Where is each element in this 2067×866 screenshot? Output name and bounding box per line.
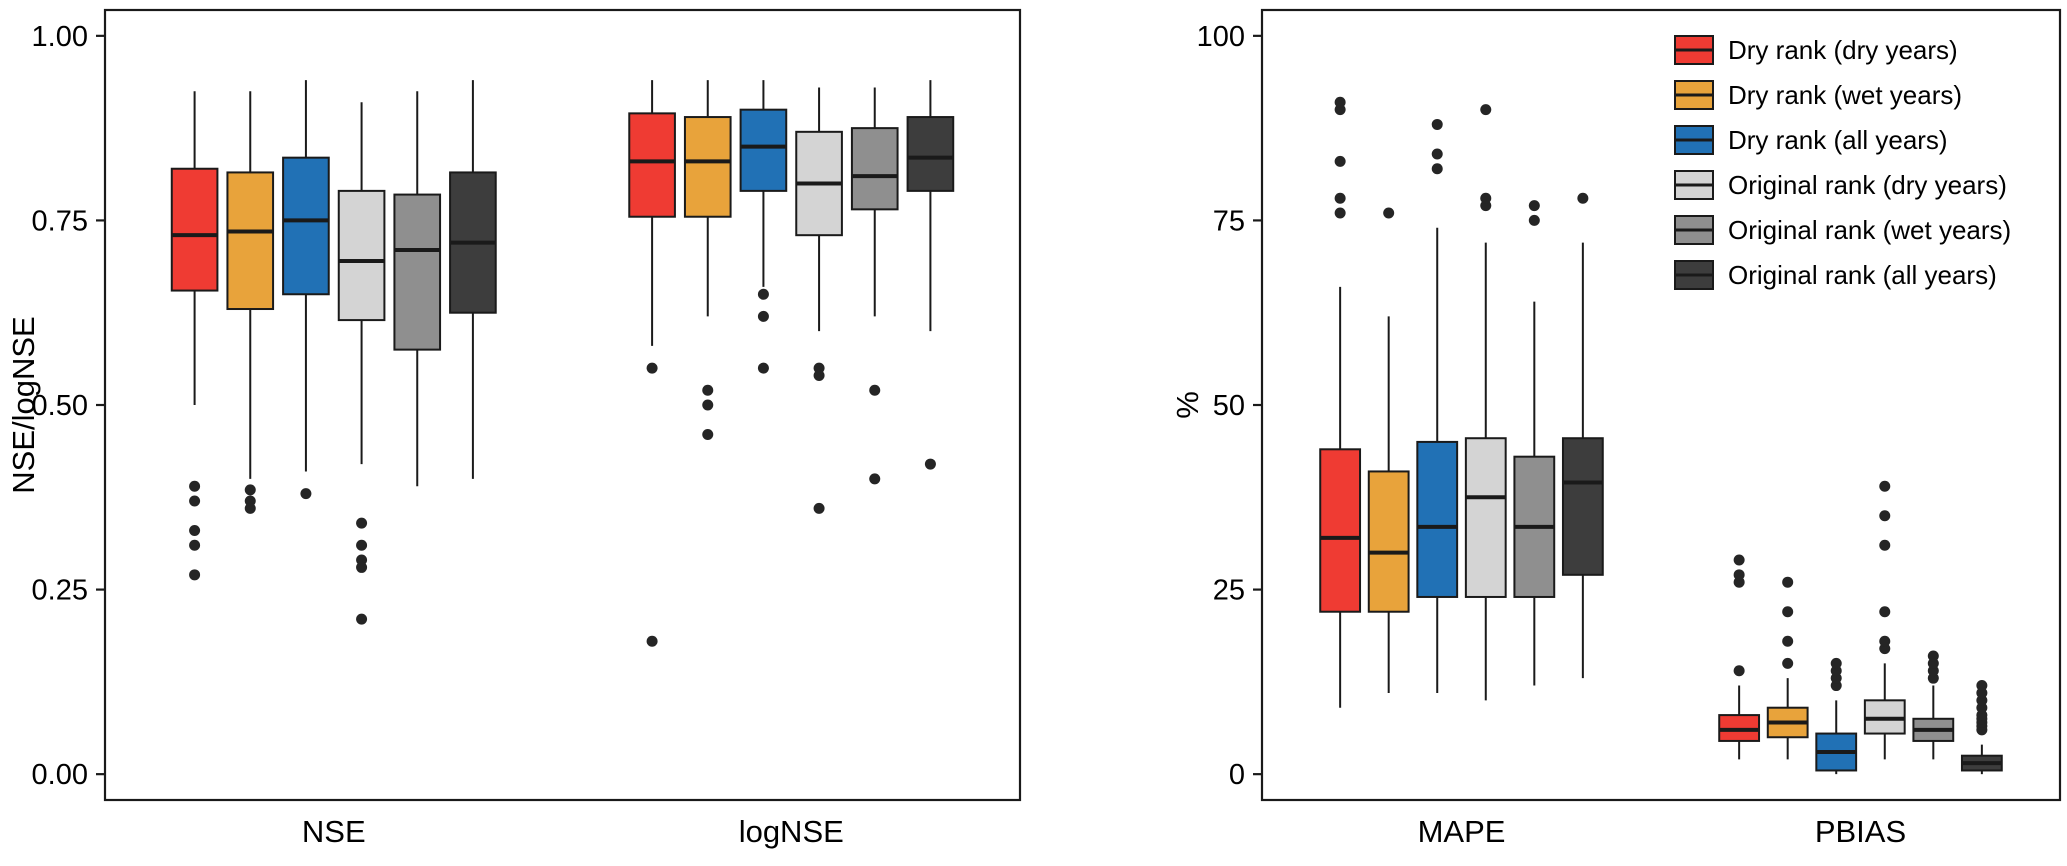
outlier-point <box>757 288 769 300</box>
outlier-point <box>244 502 256 514</box>
outlier-point <box>1431 163 1443 175</box>
outlier-point <box>757 362 769 374</box>
outlier-point <box>1782 657 1794 669</box>
right-chart-svg: 0 25 50 75 100% MAPE PBIAS Dry rank (dry years)… <box>1170 8 2062 849</box>
legend-label: Original rank (all years) <box>1728 260 1997 290</box>
box <box>906 116 955 192</box>
outlier-point <box>244 484 256 496</box>
outlier-point <box>1733 554 1745 566</box>
outlier-point <box>1782 576 1794 588</box>
outlier-point <box>1879 635 1891 647</box>
outlier-point <box>646 635 658 647</box>
legend-label: Dry rank (wet years) <box>1728 80 1962 110</box>
y-tick-label: 1.00 <box>32 21 88 53</box>
outlier-point <box>356 517 368 529</box>
outlier-point <box>1431 148 1443 160</box>
outlier-point <box>1782 635 1794 647</box>
box <box>393 193 442 351</box>
legend-label: Dry rank (dry years) <box>1728 35 1958 65</box>
box <box>1367 470 1410 613</box>
outlier-point <box>702 399 714 411</box>
outlier-point <box>189 569 201 581</box>
outlier-point <box>356 539 368 551</box>
outlier-point <box>924 458 936 470</box>
x-category-label: PBIAS <box>1815 814 1906 849</box>
outlier-point <box>189 480 201 492</box>
outlier-point <box>757 310 769 322</box>
outlier-point <box>646 362 658 374</box>
outlier-point <box>1528 200 1540 212</box>
y-tick-label: 0 <box>1229 759 1245 791</box>
box <box>1416 440 1459 598</box>
y-tick-label: 50 <box>1213 390 1245 422</box>
outlier-point <box>1830 657 1842 669</box>
x-category-label: NSE <box>302 814 366 849</box>
outlier-point <box>702 429 714 441</box>
box <box>850 127 899 211</box>
outlier-point <box>1383 207 1395 219</box>
box <box>683 116 732 218</box>
box <box>628 112 676 218</box>
outlier-point <box>1927 650 1939 662</box>
box <box>337 189 386 322</box>
y-tick-label: 0.00 <box>32 759 88 791</box>
outlier-point <box>869 473 881 485</box>
y-axis-title: NSE/logNSE <box>6 316 41 493</box>
left-panel: 0.00 0.25 0.50 0.75 1.00 NSE/logNSE NSE logNSE <box>6 8 1022 849</box>
left-chart-svg: 0.00 0.25 0.50 0.75 1.00 NSE/logNSE NSE logNSE <box>6 8 1022 849</box>
x-category-label: MAPE <box>1418 814 1506 849</box>
outlier-point <box>1879 510 1891 522</box>
box <box>170 167 219 292</box>
outlier-point <box>1334 207 1346 219</box>
outlier-point <box>869 384 881 396</box>
outlier-point <box>1879 539 1891 551</box>
outlier-point <box>189 495 201 507</box>
outlier-point <box>1879 606 1891 618</box>
outlier-point <box>1334 155 1346 167</box>
outlier-point <box>1733 569 1745 581</box>
right-panel: 0 25 50 75 100% MAPE PBIAS Dry rank (dry years)… <box>1040 0 2067 866</box>
y-tick-label: 100 <box>1197 21 1245 53</box>
outlier-point <box>356 561 368 573</box>
outlier-point <box>1782 606 1794 618</box>
outlier-point <box>189 539 201 551</box>
y-tick-label: 25 <box>1213 575 1245 607</box>
box <box>739 108 788 192</box>
box <box>1464 437 1507 598</box>
y-tick-label: 0.25 <box>32 575 88 607</box>
outlier-point <box>813 502 825 514</box>
outlier-point <box>189 525 201 537</box>
outlier-point <box>813 369 825 381</box>
outlier-point <box>1976 680 1988 692</box>
outlier-point <box>1334 192 1346 204</box>
legend-label: Dry rank (all years) <box>1728 125 1948 155</box>
outlier-point <box>1480 192 1492 204</box>
box <box>282 156 330 296</box>
y-tick-label: 75 <box>1213 205 1245 237</box>
box <box>1319 448 1362 613</box>
outlier-point <box>356 613 368 625</box>
box <box>1561 437 1604 576</box>
outlier-point <box>1480 104 1492 116</box>
outlier-point <box>300 488 312 500</box>
x-category-label: logNSE <box>739 814 844 849</box>
outlier-point <box>1431 118 1443 130</box>
y-tick-label: 0.50 <box>32 390 88 422</box>
y-axis-title: % <box>1170 391 1205 419</box>
outlier-point <box>702 384 714 396</box>
outlier-point <box>1879 480 1891 492</box>
outlier-point <box>1528 214 1540 226</box>
outlier-point <box>1733 665 1745 677</box>
y-tick-label: 0.75 <box>32 205 88 237</box>
outlier-point <box>1577 192 1589 204</box>
legend-label: Original rank (wet years) <box>1728 215 2011 245</box>
box <box>226 171 275 311</box>
legend-label: Original rank (dry years) <box>1728 170 2007 200</box>
outlier-point <box>1334 96 1346 108</box>
